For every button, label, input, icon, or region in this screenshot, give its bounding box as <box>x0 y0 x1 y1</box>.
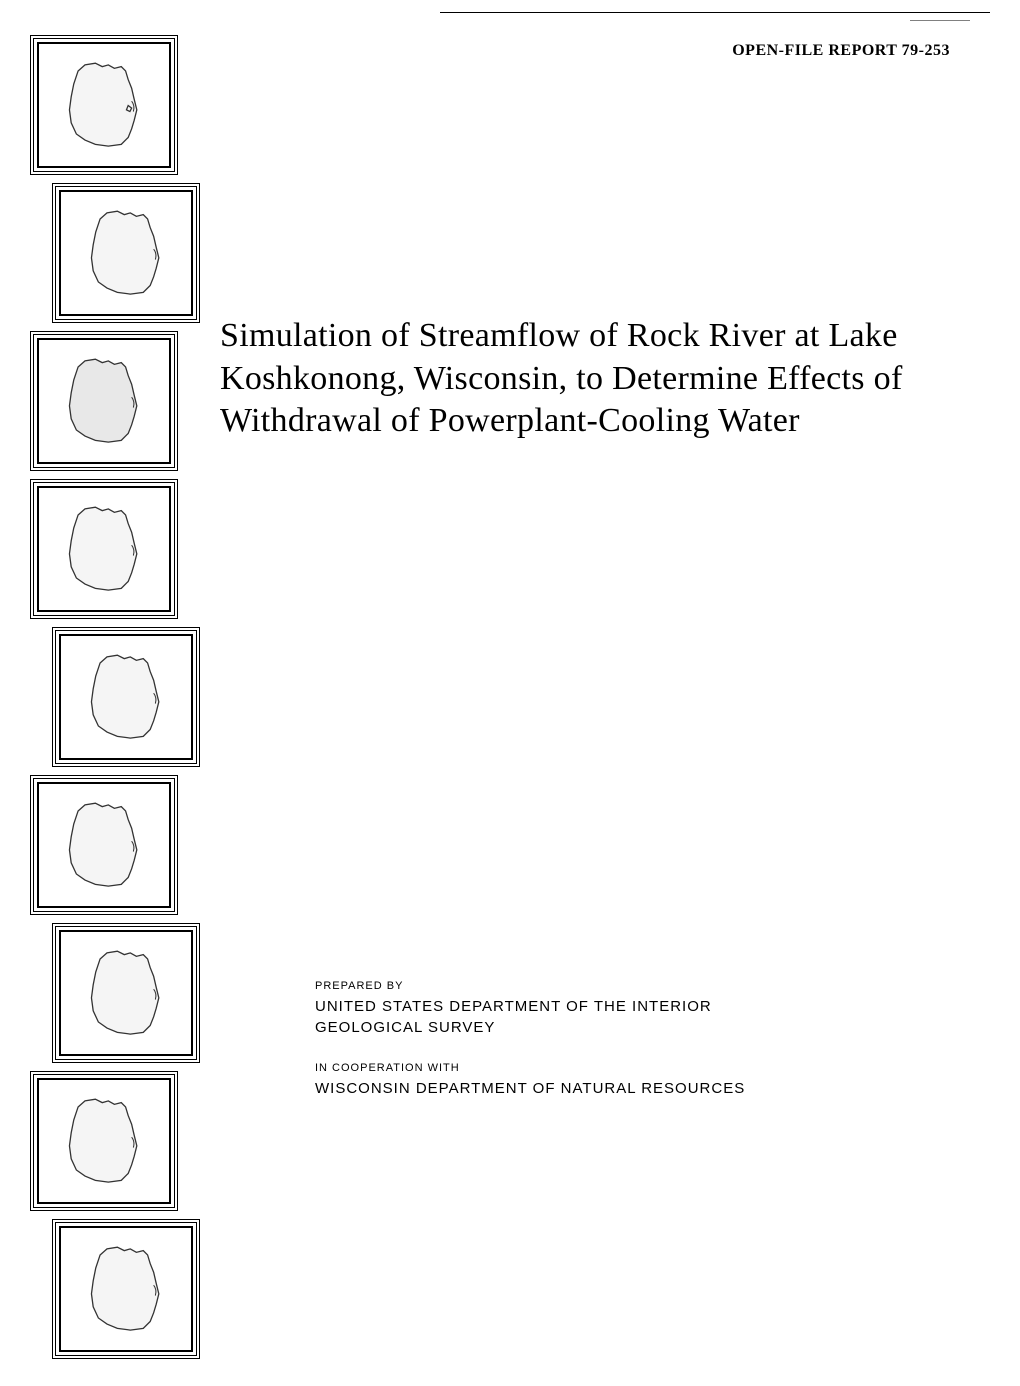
prepared-by-org-line2: GEOLOGICAL SURVEY <box>315 1017 960 1038</box>
cooperation-label: IN COOPERATION WITH <box>315 1062 960 1074</box>
wisconsin-icon-column <box>30 35 200 1359</box>
wisconsin-outline-icon <box>81 650 171 745</box>
top-short-rule <box>910 20 970 21</box>
wisconsin-state-icon <box>52 627 200 767</box>
icon-inner-frame <box>37 782 171 908</box>
wisconsin-state-icon <box>52 183 200 323</box>
report-number: OPEN-FILE REPORT 79-253 <box>732 42 950 60</box>
title-block: Simulation of Streamflow of Rock River a… <box>220 315 960 443</box>
wisconsin-state-icon <box>30 1071 178 1211</box>
wisconsin-outline-icon <box>59 58 149 153</box>
cooperation-block: IN COOPERATION WITH WISCONSIN DEPARTMENT… <box>315 1062 960 1099</box>
wisconsin-state-icon <box>52 1219 200 1359</box>
icon-inner-frame <box>37 338 171 464</box>
cooperation-org: WISCONSIN DEPARTMENT OF NATURAL RESOURCE… <box>315 1078 960 1099</box>
icon-inner-frame <box>37 42 171 168</box>
wisconsin-outline-icon <box>59 1094 149 1189</box>
icon-inner-frame <box>59 190 193 316</box>
wisconsin-state-icon <box>52 923 200 1063</box>
wisconsin-outline-icon <box>81 946 171 1041</box>
wisconsin-outline-icon <box>59 798 149 893</box>
wisconsin-state-icon <box>30 35 178 175</box>
icon-inner-frame <box>37 486 171 612</box>
document-page: OPEN-FILE REPORT 79-253 <box>0 0 1020 1386</box>
icon-inner-frame <box>59 634 193 760</box>
icon-inner-frame <box>59 1226 193 1352</box>
wisconsin-state-icon <box>30 479 178 619</box>
prepared-by-block: PREPARED BY UNITED STATES DEPARTMENT OF … <box>315 980 960 1038</box>
wisconsin-outline-icon <box>81 206 171 301</box>
wisconsin-outline-icon <box>81 1242 171 1337</box>
icon-inner-frame <box>37 1078 171 1204</box>
wisconsin-state-icon <box>30 775 178 915</box>
icon-inner-frame <box>59 930 193 1056</box>
document-title: Simulation of Streamflow of Rock River a… <box>220 315 960 443</box>
top-horizontal-rule <box>440 12 990 13</box>
prepared-by-org-line1: UNITED STATES DEPARTMENT OF THE INTERIOR <box>315 996 960 1017</box>
wisconsin-outline-icon <box>59 502 149 597</box>
wisconsin-state-icon <box>30 331 178 471</box>
prepared-by-label: PREPARED BY <box>315 980 960 992</box>
wisconsin-outline-icon <box>59 354 149 449</box>
